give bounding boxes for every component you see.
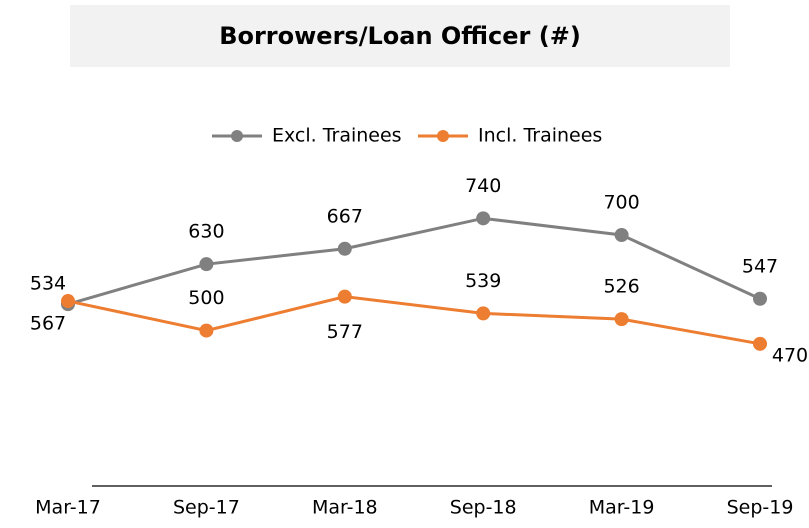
data-point <box>337 289 352 304</box>
x-tick-label: Mar-17 <box>35 497 101 519</box>
data-label: 577 <box>327 321 363 343</box>
data-label: 534 <box>30 273 66 295</box>
legend-marker <box>437 130 449 142</box>
data-label: 526 <box>603 276 639 298</box>
data-label: 700 <box>603 192 639 214</box>
series-line <box>67 295 761 346</box>
data-point <box>199 257 214 272</box>
data-label: 740 <box>465 175 501 197</box>
title-box <box>70 5 730 67</box>
legend-label: Excl. Trainees <box>272 125 402 147</box>
data-point <box>199 323 214 338</box>
x-tick-label: Mar-18 <box>312 497 378 519</box>
data-point <box>61 294 75 309</box>
x-tick-label: Sep-18 <box>450 497 517 519</box>
legend-marker <box>231 130 243 142</box>
x-tick-label: Sep-19 <box>727 497 794 519</box>
data-point <box>614 312 629 327</box>
data-point <box>476 211 491 226</box>
series-line <box>67 216 761 306</box>
data-point <box>337 241 352 256</box>
x-tick-label: Sep-17 <box>173 497 240 519</box>
data-label: 539 <box>465 270 501 292</box>
x-tick-label: Mar-19 <box>589 497 655 519</box>
data-point <box>753 291 767 306</box>
data-label: 567 <box>30 313 66 335</box>
data-label: 547 <box>742 255 778 277</box>
data-label: 630 <box>188 221 224 243</box>
data-label: 667 <box>327 205 363 227</box>
data-point <box>614 228 629 242</box>
chart-title: Borrowers/Loan Officer (#) <box>219 22 581 50</box>
data-label: 470 <box>772 344 808 366</box>
legend-label: Incl. Trainees <box>478 125 602 147</box>
data-point <box>476 306 491 321</box>
data-label: 500 <box>188 287 224 309</box>
data-point <box>753 336 767 351</box>
